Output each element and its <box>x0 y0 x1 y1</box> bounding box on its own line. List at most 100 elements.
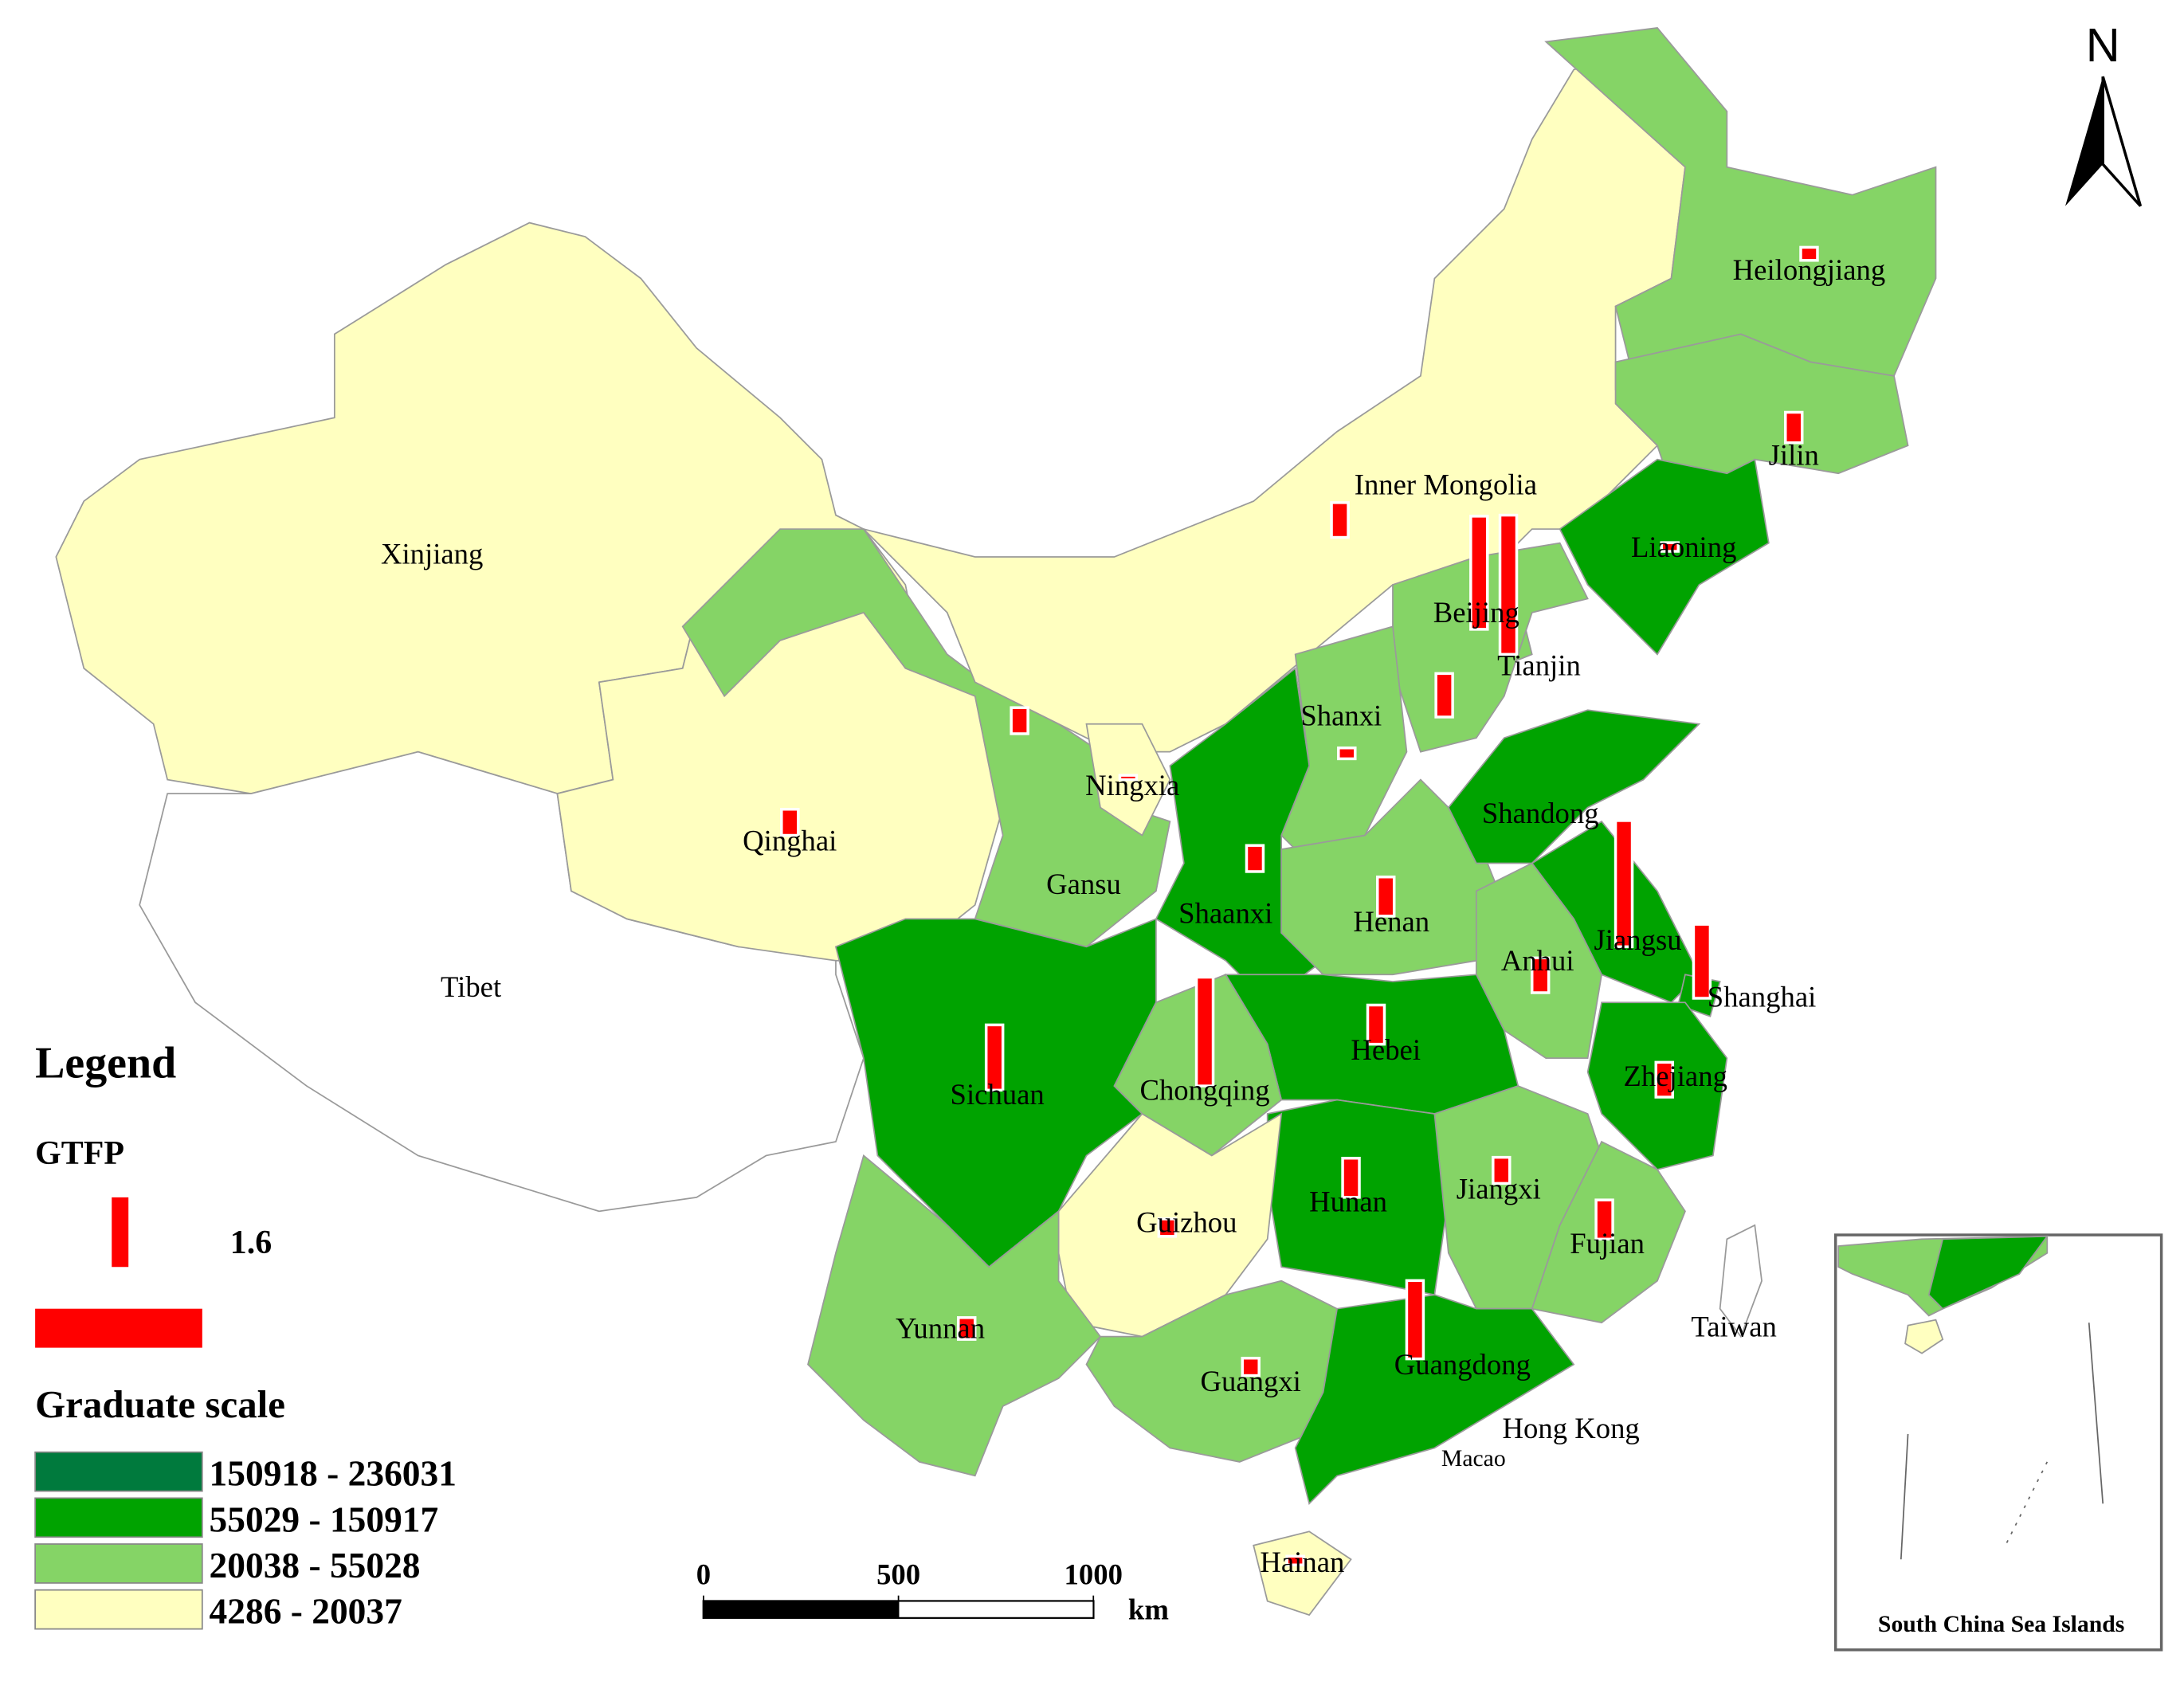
gtfp-bar <box>1010 706 1029 735</box>
province-label: Hunan <box>1309 1185 1387 1217</box>
province <box>1614 333 1909 503</box>
gtfp-bar <box>1530 956 1551 994</box>
legend-label: 150918 - 236031 <box>210 1454 457 1494</box>
scale-bar-segment <box>703 1600 900 1619</box>
north-label: N <box>2086 18 2120 72</box>
gtfp-legend-label: 1.6 <box>230 1225 272 1261</box>
gtfp-bar <box>1118 774 1139 782</box>
province-label: Heilongjiang <box>1733 253 1886 286</box>
province <box>1719 1224 1762 1338</box>
regions <box>55 27 1937 1617</box>
gtfp-bar <box>1330 501 1350 539</box>
gtfp-bar <box>1492 1155 1512 1185</box>
province-label: Liaoning <box>1631 531 1736 563</box>
inset-frame <box>1833 1233 2163 1652</box>
scale-unit: km <box>1128 1593 1169 1625</box>
province <box>1559 458 1770 656</box>
province <box>1447 709 1701 864</box>
province <box>807 1154 1102 1477</box>
north-arrow <box>2065 76 2104 206</box>
gtfp-bar <box>1366 1003 1386 1046</box>
legend-swatch <box>34 1451 203 1492</box>
scale-bar-segment <box>897 1600 1095 1619</box>
gtfp-bar <box>1613 819 1634 949</box>
legend-label: 55029 - 150917 <box>210 1499 439 1539</box>
gtfp-bar <box>1692 923 1712 1000</box>
province-label: Beijing <box>1433 596 1519 629</box>
region-label: Hong Kong <box>1503 1412 1640 1444</box>
scale-title: Graduate scale <box>35 1382 285 1426</box>
province-label: Yunnan <box>896 1311 985 1344</box>
north-arrow <box>2101 76 2143 207</box>
scale-bar: 0 500 1000 <box>696 1558 1123 1619</box>
province-label: Taiwan <box>1691 1311 1776 1343</box>
province-label: Shanxi <box>1300 699 1382 731</box>
province <box>681 528 1171 948</box>
province-label: Shanghai <box>1708 980 1817 1013</box>
province-label: Tianjin <box>1497 649 1581 682</box>
province-label: Jiangxi <box>1457 1173 1541 1205</box>
inset-line <box>2088 1323 2104 1504</box>
legend-swatch <box>34 1497 203 1538</box>
gtfp-symbol <box>35 1308 202 1348</box>
province-label: Xinjiang <box>381 538 483 570</box>
legend-classes: 150918 - 236031 55029 - 150917 20038 - 550… <box>34 1451 457 1632</box>
inset-title: South China Sea Islands <box>1878 1612 2124 1637</box>
gtfp-bar <box>1194 975 1215 1088</box>
province-label: Henan <box>1353 905 1429 938</box>
gtfp-bar <box>1157 1217 1178 1238</box>
gtfp-bar <box>984 1023 1005 1092</box>
province-label: Shaanxi <box>1178 897 1272 930</box>
region-label: Macao <box>1441 1446 1506 1472</box>
legend-swatch <box>34 1589 203 1630</box>
gtfp-bar <box>1654 1060 1674 1099</box>
legend-label: 20038 - 55028 <box>210 1546 421 1585</box>
province-label: Guangdong <box>1394 1348 1531 1381</box>
gtfp-bar <box>1660 541 1680 553</box>
province-label: Chongqing <box>1140 1074 1270 1107</box>
province-label: Hebei <box>1351 1033 1421 1066</box>
gtfp-bar <box>956 1316 977 1341</box>
gtfp-bar <box>1375 875 1396 918</box>
gtfp-bar <box>1434 672 1454 719</box>
legend-swatch <box>34 1543 203 1584</box>
gtfp-bar <box>780 808 800 837</box>
labels: Xinjiang Tibet Qinghai Gansu Inner Mongolia H… <box>381 253 1885 1578</box>
gtfp-bar <box>1498 513 1519 656</box>
gtfp-title: GTFP <box>35 1135 124 1172</box>
inset-line <box>1900 1433 1909 1560</box>
gtfp-bar <box>1594 1198 1614 1241</box>
legend-label: 4286 - 20037 <box>210 1592 402 1632</box>
province <box>861 54 1686 753</box>
inset-islands <box>2005 1461 2049 1546</box>
province-label: Qinghai <box>743 825 837 857</box>
province-label: Jiangsu <box>1594 923 1682 956</box>
gtfp-bar <box>1799 245 1819 262</box>
gtfp-bar <box>1784 410 1804 445</box>
gtfp-bar <box>1241 1356 1261 1378</box>
province-label: Zhejiang <box>1624 1060 1727 1092</box>
province-label: Jilin <box>1769 439 1819 472</box>
gtfp-bar <box>1245 844 1265 873</box>
province-label: Hainan <box>1260 1546 1344 1578</box>
inset-island <box>1904 1319 1944 1354</box>
legend-title: Legend <box>35 1039 176 1088</box>
gtfp-bars <box>780 245 1819 1566</box>
gtfp-legend-bar <box>112 1197 129 1268</box>
province-label: Sichuan <box>951 1078 1045 1111</box>
gtfp-bar <box>1285 1554 1305 1566</box>
scale-tick-label: 0 <box>696 1558 711 1591</box>
province-label: Guangxi <box>1201 1365 1301 1397</box>
gtfp-bar <box>1337 747 1357 761</box>
province <box>1294 1294 1575 1506</box>
province-label: Guizhou <box>1136 1206 1237 1239</box>
province-label: Inner Mongolia <box>1355 468 1537 500</box>
scale-tick-label: 1000 <box>1065 1558 1123 1591</box>
province-label: Ningxia <box>1085 769 1179 801</box>
province <box>1253 1530 1352 1617</box>
scale-tick-label: 500 <box>876 1558 920 1591</box>
inset-land <box>1927 1235 2049 1310</box>
province-label: Fujian <box>1570 1227 1645 1260</box>
